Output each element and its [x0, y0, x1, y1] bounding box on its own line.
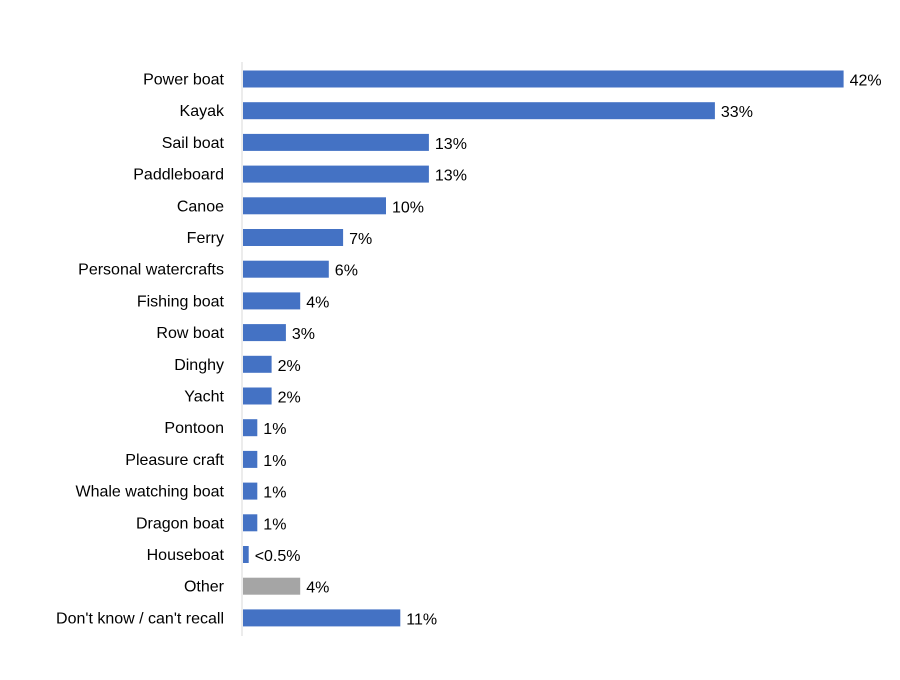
value-label: 2%	[278, 358, 301, 375]
category-label: Ferry	[187, 230, 224, 247]
category-label: Yacht	[184, 389, 224, 406]
category-label: Houseboat	[147, 547, 225, 564]
bar-8	[243, 324, 286, 342]
category-label: Pontoon	[164, 420, 224, 437]
category-label: Paddleboard	[133, 167, 224, 184]
value-label: 11%	[406, 611, 437, 628]
bar-16	[243, 577, 301, 595]
value-labels-group: 42% 33% 13% 13% 10% 7% 6% 4% 3% 2% 2% 1% 1% 1% 1% <0.5%…	[255, 73, 882, 629]
value-label: 4%	[306, 294, 329, 311]
bar-12	[243, 450, 258, 468]
value-label: 2%	[278, 390, 301, 407]
value-label: 33%	[721, 104, 753, 121]
bar-4	[243, 197, 386, 215]
category-label: Sail boat	[162, 135, 225, 152]
category-label: Kayak	[180, 103, 225, 120]
value-label: 3%	[292, 326, 315, 343]
bars-group	[243, 70, 844, 627]
bar-5	[243, 229, 344, 246]
bar-3	[243, 165, 429, 183]
bar-13	[243, 482, 258, 500]
category-label: Canoe	[177, 198, 224, 215]
bar-7	[243, 292, 301, 310]
value-label: 1%	[263, 485, 286, 502]
value-label: 1%	[263, 516, 286, 533]
category-label: Pleasure craft	[125, 452, 224, 469]
bar-17	[243, 609, 401, 627]
bar-2	[243, 133, 429, 151]
value-label: 1%	[263, 421, 286, 438]
bar-11	[243, 419, 258, 437]
bar-14	[243, 514, 258, 532]
value-label: 13%	[435, 168, 467, 185]
category-label: Whale watching boat	[75, 484, 224, 501]
bar-9	[243, 355, 272, 373]
value-label: 6%	[335, 263, 358, 280]
category-label: Power boat	[143, 72, 224, 89]
category-label: Row boat	[156, 325, 224, 342]
category-label: Don't know / can't recall	[56, 610, 224, 627]
value-label: 4%	[306, 580, 329, 597]
value-label: 7%	[349, 231, 372, 248]
bar-0	[243, 70, 844, 88]
value-label: 1%	[263, 453, 286, 470]
bar-15	[243, 546, 249, 563]
category-label: Fishing boat	[137, 293, 225, 310]
category-label: Personal watercrafts	[78, 262, 224, 279]
category-label: Other	[184, 579, 225, 596]
category-labels-group: Power boat Kayak Sail boat Paddleboard Canoe…	[56, 72, 225, 628]
value-label: <0.5%	[255, 548, 301, 565]
bar-1	[243, 102, 715, 120]
value-label: 13%	[435, 136, 467, 153]
bar-6	[243, 260, 329, 278]
value-label: 10%	[392, 199, 424, 216]
category-label: Dinghy	[174, 357, 224, 374]
bar-10	[243, 387, 272, 405]
category-label: Dragon boat	[136, 515, 225, 532]
value-label: 42%	[850, 73, 882, 90]
